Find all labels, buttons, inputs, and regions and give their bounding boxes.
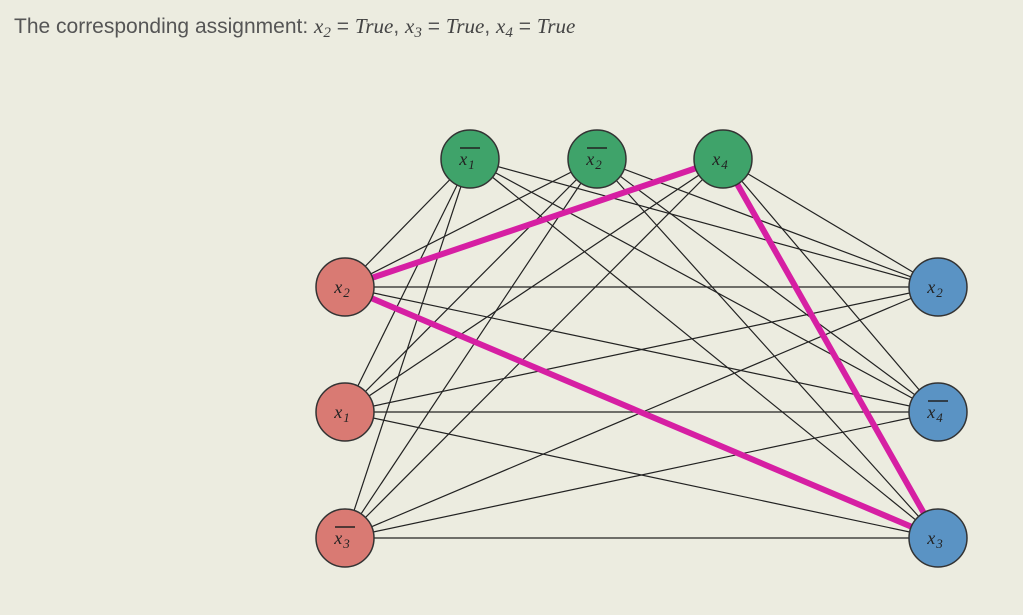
highlighted-edges — [345, 159, 938, 538]
node-R2: x3 — [909, 509, 967, 567]
edge — [597, 159, 938, 412]
node-R0: x2 — [909, 258, 967, 316]
edge — [345, 159, 723, 538]
edge — [345, 159, 723, 412]
edge — [723, 159, 938, 287]
edge — [470, 159, 938, 538]
node-L2: x3 — [316, 509, 374, 567]
nodes: x2 x1 x3 x1 x2 x4 x2 x4 x3 — [316, 130, 967, 567]
node-T1: x2 — [568, 130, 626, 188]
edges — [345, 159, 938, 538]
edge — [597, 159, 938, 287]
node-T2: x4 — [694, 130, 752, 188]
edge — [345, 159, 597, 412]
edge — [470, 159, 938, 412]
highlighted-edge — [345, 159, 723, 287]
node-T0: x1 — [441, 130, 499, 188]
edge — [345, 159, 470, 538]
graph-diagram: x2 x1 x3 x1 x2 x4 x2 x4 x3 — [0, 0, 1023, 615]
node-L0: x2 — [316, 258, 374, 316]
highlighted-edge — [723, 159, 938, 538]
node-L1: x1 — [316, 383, 374, 441]
node-R1: x4 — [909, 383, 967, 441]
